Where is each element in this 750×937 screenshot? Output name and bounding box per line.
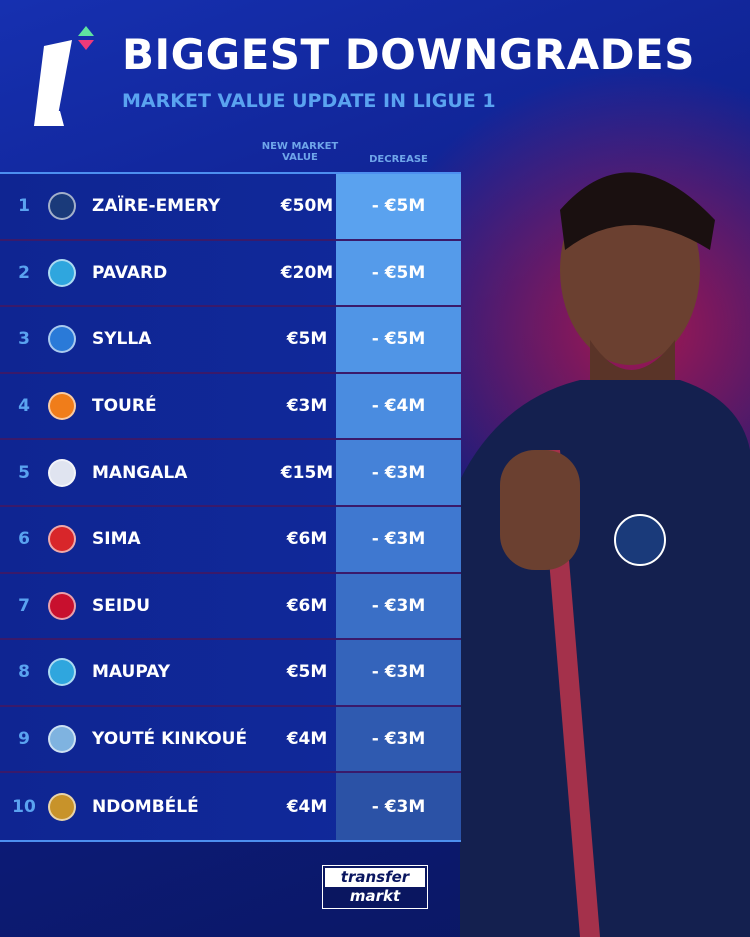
lorient-crest-icon (48, 392, 76, 421)
rank: 1 (18, 196, 30, 217)
decrease-value: - €3M (336, 573, 461, 639)
marseille-crest-icon (48, 258, 76, 287)
table-row: 8 MAUPAY €5M - €3M (0, 640, 461, 707)
downgrades-table: 1 ZAÏRE-EMERY €50M - €5M 2 PAVARD €20M - … (0, 172, 461, 842)
player-name: NDOMBÉLÉ (92, 796, 199, 817)
page-subtitle: MARKET VALUE UPDATE IN LIGUE 1 (122, 90, 496, 112)
decrease-value: - €5M (336, 240, 461, 306)
ligue1-logo (34, 26, 94, 126)
table-row: 9 YOUTÉ KINKOUÉ €4M - €3M (0, 706, 461, 774)
table-row: 2 PAVARD €20M - €5M (0, 240, 461, 308)
le-havre-crest-icon (48, 725, 76, 754)
page-title: BIGGEST DOWNGRADES (122, 30, 695, 79)
market-value: €5M (286, 662, 328, 683)
player-name: MAUPAY (92, 662, 171, 683)
market-value: €50M (280, 196, 334, 217)
player-name: TOURÉ (92, 396, 157, 417)
rank: 7 (18, 595, 30, 616)
table-row: 10 NDOMBÉLÉ €4M - €3M (0, 773, 461, 840)
table-row: 6 SIMA €6M - €3M (0, 506, 461, 574)
market-value: €6M (286, 595, 328, 616)
rank: 3 (18, 329, 30, 350)
rank: 10 (12, 796, 36, 817)
decrease-value: - €4M (336, 373, 461, 439)
player-name: MANGALA (92, 462, 188, 483)
player-name: SEIDU (92, 595, 151, 616)
column-header-decrease: DECREASE (369, 154, 428, 165)
rank: 5 (18, 462, 30, 483)
player-name: SYLLA (92, 329, 152, 350)
market-value: €4M (286, 796, 328, 817)
market-value: €5M (286, 329, 328, 350)
lyon-crest-icon (48, 458, 76, 487)
market-value: €3M (286, 396, 328, 417)
decrease-value: - €3M (336, 706, 461, 772)
column-header-value: NEW MARKET VALUE (261, 141, 339, 163)
market-value: €6M (286, 529, 328, 550)
table-row: 7 SEIDU €6M - €3M (0, 573, 461, 641)
table-row: 5 MANGALA €15M - €3M (0, 440, 461, 507)
arrow-down-icon (78, 40, 94, 50)
table-row: 4 TOURÉ €3M - €4M (0, 373, 461, 441)
player-name: YOUTÉ KINKOUÉ (92, 729, 248, 750)
decrease-value: - €3M (336, 506, 461, 572)
decrease-value: - €5M (336, 307, 461, 372)
rank: 9 (18, 729, 30, 750)
player-photo (460, 172, 750, 937)
market-value: €15M (280, 462, 334, 483)
rennes-crest-icon (48, 591, 76, 620)
decrease-value: - €3M (336, 440, 461, 505)
transfermarkt-logo: transfer markt (322, 865, 428, 909)
player-name: SIMA (92, 529, 141, 550)
player-name: ZAÏRE-EMERY (92, 196, 221, 217)
table-row: 1 ZAÏRE-EMERY €50M - €5M (0, 174, 461, 241)
rank: 4 (18, 396, 30, 417)
rank: 2 (18, 262, 30, 283)
decrease-value: - €3M (336, 640, 461, 705)
player-name: PAVARD (92, 262, 168, 283)
lens-crest-icon (48, 525, 76, 554)
table-row: 3 SYLLA €5M - €5M (0, 307, 461, 374)
strasbourg-crest-icon (48, 325, 76, 354)
nice-crest-icon (48, 792, 76, 821)
decrease-value: - €5M (336, 174, 461, 239)
decrease-value: - €3M (336, 773, 461, 840)
market-value: €4M (286, 729, 328, 750)
marseille-crest-icon (48, 658, 76, 687)
rank: 8 (18, 662, 30, 683)
rank: 6 (18, 529, 30, 550)
market-value: €20M (280, 262, 334, 283)
psg-crest-icon (48, 192, 76, 221)
arrow-up-icon (78, 26, 94, 36)
